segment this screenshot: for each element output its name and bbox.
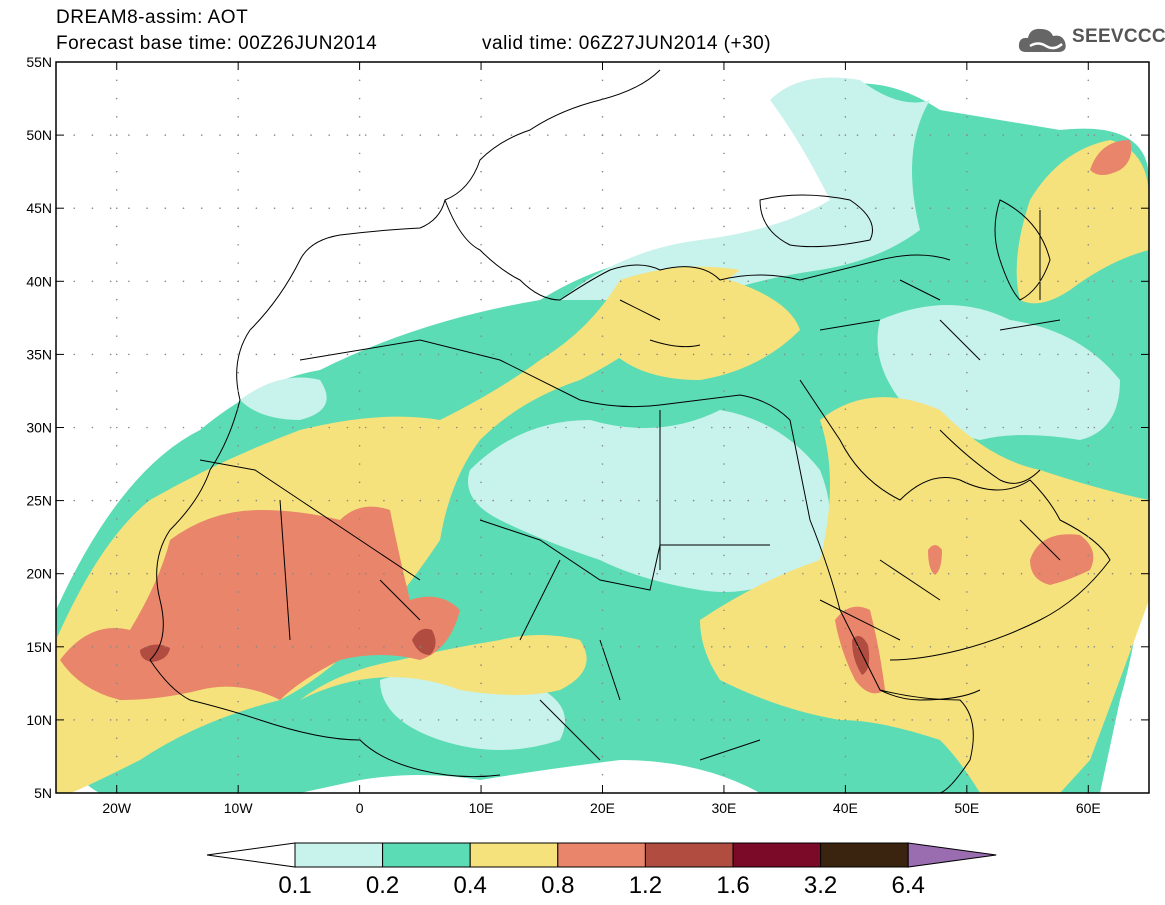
lon-label: 20W: [102, 800, 132, 816]
colorbar-label: 3.2: [804, 872, 837, 899]
lon-label: 50E: [954, 800, 979, 816]
lat-label: 50N: [26, 127, 52, 143]
lat-label: 40N: [26, 273, 52, 289]
lon-label: 10E: [469, 800, 494, 816]
aot-contour-0.4-kazakh: [1016, 140, 1149, 304]
lon-label: 0: [356, 800, 364, 816]
aot-contour-0.1-east: [877, 305, 1120, 440]
colorbar-label: 1.2: [629, 872, 662, 899]
colorbar-segment: [382, 842, 471, 868]
aot-contour-1.2-niger: [412, 628, 436, 655]
lon-label: 40E: [833, 800, 858, 816]
lon-label: 20E: [590, 800, 615, 816]
colorbar-label: 6.4: [892, 872, 925, 899]
colorbar-label: 0.4: [454, 872, 487, 899]
aot-contour-0.1-north: [560, 77, 930, 300]
lat-label: 25N: [26, 493, 52, 509]
lat-label: 10N: [26, 712, 52, 728]
longitude-axis: 20W 10W 0 10E 20E 30E 40E 50E 60E: [102, 62, 1101, 816]
colorbar-segment: [469, 842, 559, 868]
latitude-axis: 55N 50N 45N 40N 35N 30N 25N 20N 15N 10N 5N: [26, 54, 1149, 801]
aot-contour-0.8-caspian: [1090, 140, 1132, 175]
aot-contour-1.2-redsea: [852, 636, 870, 675]
aot-contour-0.8-oman: [1030, 534, 1094, 585]
map-title: DREAM8-assim: AOT: [56, 7, 249, 28]
colorbar-max-arrow: [907, 842, 997, 868]
lat-label: 20N: [26, 566, 52, 582]
grid-dots: [55, 61, 1150, 794]
colorbar-segment: [732, 842, 822, 868]
aot-contour-0.4-sahel: [300, 635, 587, 700]
colorbar-segment: [557, 842, 646, 868]
colorbar-min-arrow: [206, 842, 296, 868]
lon-label: 10W: [224, 800, 254, 816]
forecast-base-time: Forecast base time: 00Z26JUN2014: [56, 33, 378, 54]
cloud-icon: [1018, 28, 1066, 52]
lat-label: 55N: [26, 54, 52, 70]
colorbar-label: 0.1: [278, 872, 311, 899]
lat-label: 15N: [26, 639, 52, 655]
colorbar-segment: [820, 842, 909, 868]
lat-label: 35N: [26, 346, 52, 362]
lon-label: 60E: [1076, 800, 1101, 816]
lat-label: 5N: [34, 785, 52, 801]
lat-label: 30N: [26, 420, 52, 436]
logo-text: SEEVCCC: [1072, 26, 1165, 47]
aot-contour-0.1-middle: [468, 410, 830, 592]
colorbar-label: 1.6: [716, 872, 749, 899]
colorbar-label: 0.2: [366, 872, 399, 899]
lat-label: 45N: [26, 200, 52, 216]
aot-contour-0.8-saudi: [928, 545, 942, 575]
aot-contour-0.1-sw: [240, 377, 327, 420]
lon-label: 30E: [711, 800, 736, 816]
valid-time: valid time: 06Z27JUN2014 (+30): [482, 33, 772, 54]
coastlines: [149, 69, 1111, 793]
colorbar: 0.1 0.2 0.4 0.8 1.2 1.6 3.2 6.4: [206, 842, 997, 899]
aot-contour-0.4-arabia: [700, 397, 1149, 793]
colorbar-segment: [294, 842, 384, 868]
seevccc-logo: SEEVCCC: [1016, 22, 1165, 56]
colorbar-label: 0.8: [541, 872, 574, 899]
colorbar-segment: [644, 842, 734, 868]
